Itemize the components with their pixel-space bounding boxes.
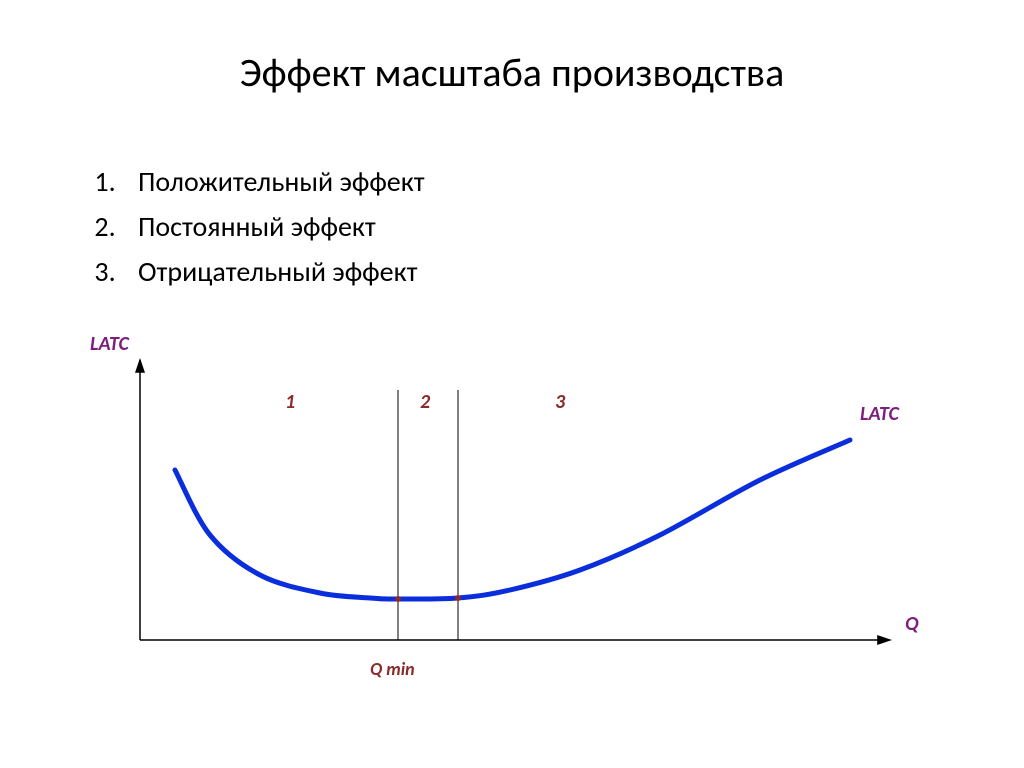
- region-label: 1: [285, 390, 295, 414]
- latc-curve: [175, 440, 850, 599]
- list-item: Постоянный эффект: [122, 205, 425, 250]
- region-label: 2: [420, 390, 431, 414]
- slide: Эффект масштаба производства Положительн…: [0, 0, 1024, 768]
- x-axis-arrow: [877, 635, 892, 645]
- min-point: [395, 596, 401, 602]
- qmin-label: Q min: [370, 658, 415, 680]
- min-point: [455, 595, 461, 601]
- effects-list: Положительный эффект Постоянный эффект О…: [74, 160, 425, 294]
- latc-chart: LATC Q LATC 1 2 3 Q min: [60, 330, 960, 710]
- page-title: Эффект масштаба производства: [0, 48, 1024, 97]
- list-item: Положительный эффект: [122, 160, 425, 205]
- y-axis-arrow: [135, 358, 145, 373]
- x-axis-label: Q: [905, 612, 919, 636]
- region-label: 3: [555, 390, 566, 414]
- curve-label: LATC: [860, 402, 901, 426]
- list-item: Отрицательный эффект: [122, 250, 425, 295]
- y-axis-label: LATC: [90, 332, 131, 356]
